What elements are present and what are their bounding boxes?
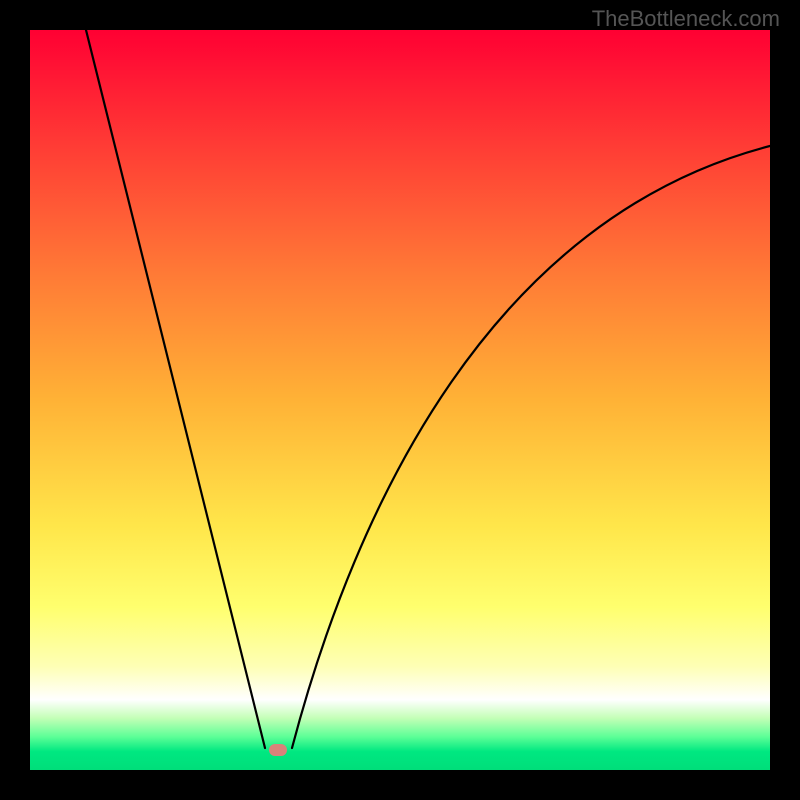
watermark-text: TheBottleneck.com: [592, 6, 780, 32]
bottleneck-curve: [30, 30, 770, 770]
minimum-marker: [269, 744, 287, 756]
chart-frame: TheBottleneck.com: [0, 0, 800, 800]
plot-area: [30, 30, 770, 770]
